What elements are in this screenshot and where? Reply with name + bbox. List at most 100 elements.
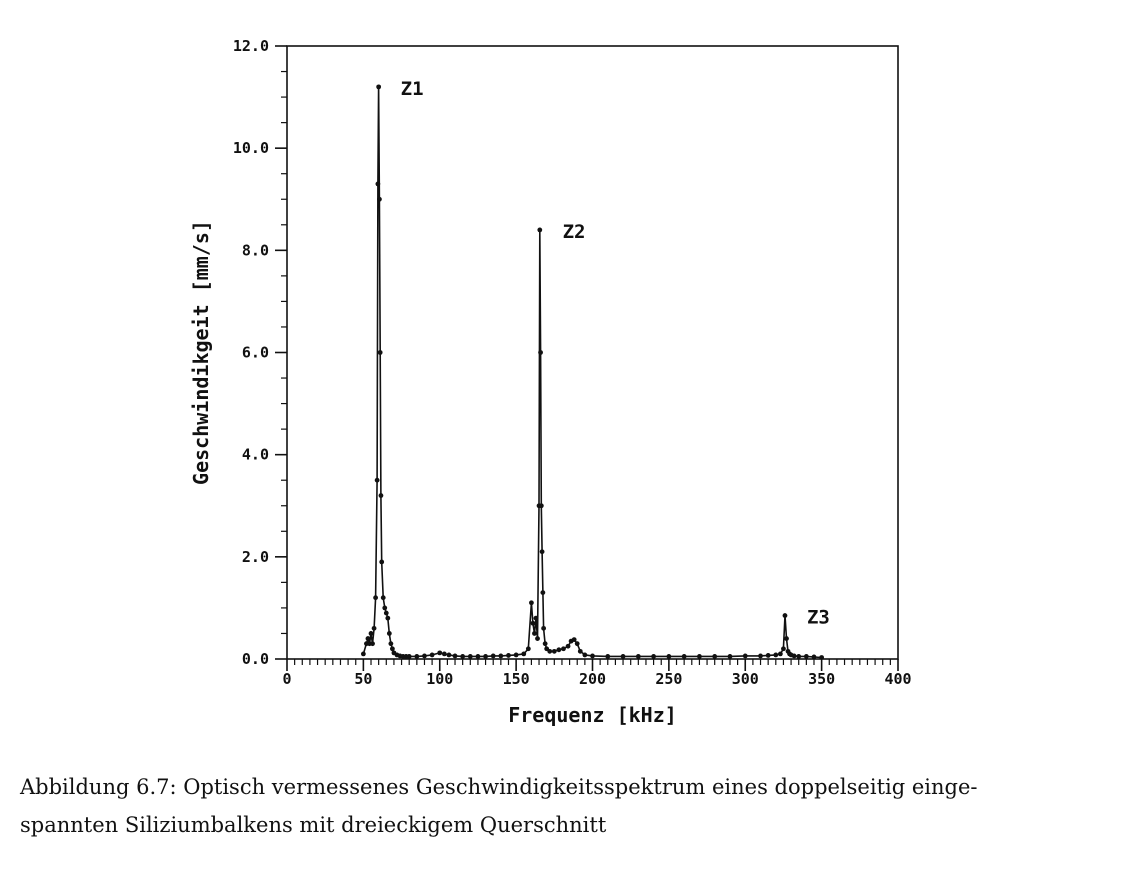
data-point	[498, 653, 504, 659]
y-tick-label: 10.0	[233, 139, 269, 157]
figure-caption: Abbildung 6.7: Optisch vermessenes Gesch…	[20, 768, 1120, 844]
data-point	[537, 227, 543, 233]
y-tick-label: 6.0	[242, 344, 269, 362]
x-axis-title: Frequenz [kHz]	[508, 703, 677, 727]
y-tick-label: 4.0	[242, 446, 269, 464]
data-point	[375, 181, 381, 187]
plot-frame	[286, 45, 899, 660]
data-point	[782, 613, 788, 618]
data-point	[377, 350, 383, 355]
data-point	[368, 631, 374, 636]
data-point	[542, 641, 548, 647]
data-point	[727, 654, 733, 659]
data-point	[565, 643, 571, 649]
spectrum-chart: 0 50 100 150 200 250 300 350 400 0.0 2.0 4.0 6.0 8.0 1…	[189, 37, 912, 727]
data-point	[380, 595, 386, 601]
caption-line-2: spannten Siliziumbalkens mit dreieckigem…	[20, 813, 607, 837]
x-tick-label: 200	[579, 670, 606, 688]
x-tick-label: 250	[655, 670, 682, 688]
data-point	[551, 648, 557, 654]
data-point	[371, 625, 377, 631]
data-point	[535, 636, 540, 641]
data-point	[681, 654, 687, 659]
data-point	[506, 653, 511, 658]
data-point	[781, 646, 786, 652]
data-point	[521, 651, 527, 657]
data-point	[379, 559, 385, 565]
data-point	[382, 605, 388, 611]
data-point	[540, 590, 546, 595]
data-point	[532, 631, 537, 636]
data-point	[590, 653, 595, 659]
axis-ticks	[275, 45, 899, 671]
y-tick-label: 8.0	[242, 241, 269, 259]
y-tick-label: 2.0	[242, 548, 269, 566]
data-point	[547, 648, 553, 654]
data-series	[360, 84, 825, 660]
x-tick-label: 100	[426, 670, 453, 688]
y-tick-label: 12.0	[233, 37, 269, 55]
data-point	[791, 653, 797, 659]
data-point	[561, 646, 566, 652]
data-point	[383, 610, 389, 616]
data-point	[385, 615, 391, 621]
data-point	[530, 620, 536, 626]
data-point	[803, 654, 809, 659]
data-point	[796, 654, 802, 659]
data-point	[784, 636, 789, 641]
data-point	[533, 615, 539, 621]
data-point	[360, 651, 366, 657]
data-point	[765, 653, 771, 658]
data-point	[556, 647, 562, 653]
data-point	[811, 654, 817, 660]
data-point	[541, 625, 547, 631]
y-tick-label: 0.0	[242, 650, 269, 668]
data-point	[389, 646, 395, 652]
data-point	[697, 654, 702, 659]
data-point	[582, 652, 588, 658]
x-tick-label: 50	[354, 670, 372, 688]
data-point	[374, 477, 380, 483]
series-line	[362, 86, 822, 659]
data-point	[388, 641, 394, 647]
data-point	[429, 652, 435, 658]
data-point	[538, 503, 544, 509]
data-point	[529, 600, 534, 606]
data-point	[475, 654, 481, 659]
data-point	[538, 350, 543, 355]
data-point	[414, 654, 420, 659]
data-point	[773, 652, 779, 658]
caption-line-1: Abbildung 6.7: Optisch vermessenes Gesch…	[20, 775, 978, 799]
data-point	[467, 654, 473, 659]
data-point	[574, 641, 580, 647]
data-point	[605, 654, 611, 659]
data-point	[452, 653, 458, 659]
data-point	[437, 650, 443, 656]
data-point	[483, 654, 488, 659]
data-point	[620, 654, 626, 659]
y-axis-title: Geschwindikgeit [mm/s]	[189, 220, 213, 485]
x-tick-label: 400	[884, 670, 911, 688]
x-tick-label: 300	[732, 670, 759, 688]
data-point	[635, 654, 641, 659]
data-point	[446, 652, 452, 658]
data-point	[377, 196, 382, 202]
x-tick-label: 350	[808, 670, 835, 688]
data-point	[441, 651, 447, 657]
data-point	[365, 636, 371, 641]
data-point	[666, 654, 672, 659]
data-point	[577, 648, 583, 654]
data-point	[422, 653, 427, 659]
data-point	[490, 653, 496, 659]
data-point	[386, 631, 392, 636]
peak-label: Z3	[807, 607, 830, 629]
peak-label: Z1	[401, 78, 424, 100]
data-point	[712, 654, 718, 659]
peak-label: Z2	[563, 221, 586, 243]
data-point	[406, 654, 412, 659]
data-point	[373, 595, 378, 601]
x-tick-label: 0	[282, 670, 291, 688]
data-point	[370, 641, 375, 647]
data-point	[742, 653, 748, 659]
data-point	[539, 549, 545, 555]
